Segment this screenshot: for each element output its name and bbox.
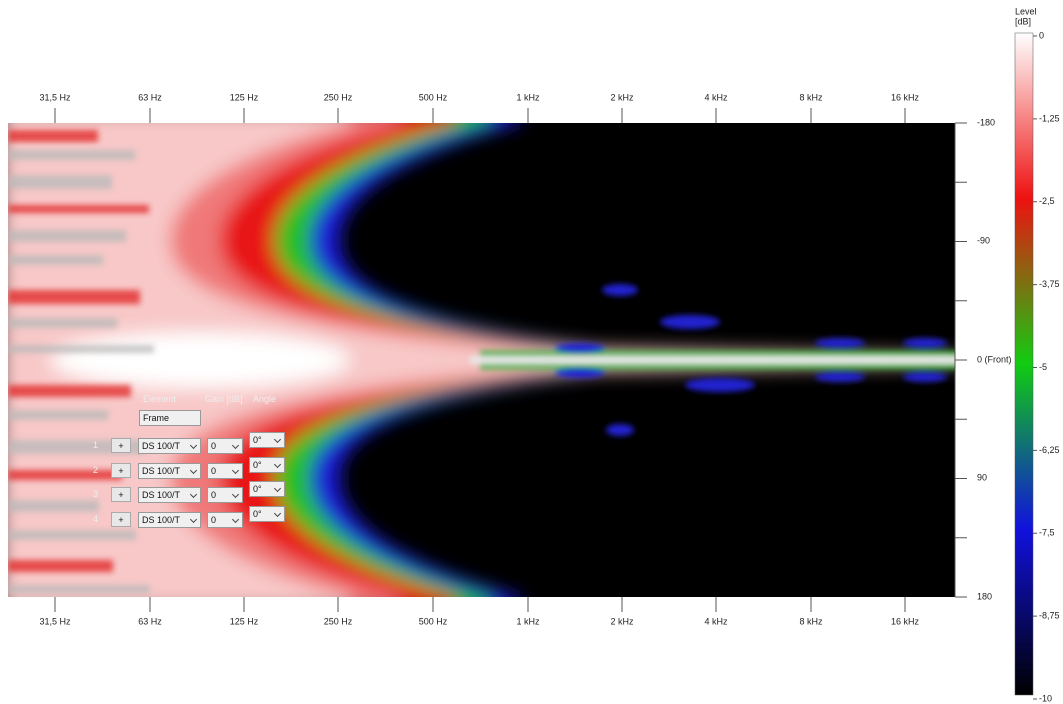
side-lobe xyxy=(815,338,865,348)
axes: 31,5 Hz 31,5 Hz 63 Hz 63 Hz 125 Hz 125 Hz 250 … xyxy=(39,30,1059,703)
x-axis-label: 8 kHz xyxy=(799,92,823,102)
noise-band xyxy=(8,345,154,353)
side-lobe xyxy=(903,338,947,348)
side-lobe xyxy=(685,378,755,392)
heat-core xyxy=(50,332,350,388)
x-axis-label: 2 kHz xyxy=(610,616,634,626)
noise-band xyxy=(8,530,136,540)
colorbar-label: -5 xyxy=(1039,362,1047,372)
column-header: Gain [dB] xyxy=(205,394,243,404)
y-axis-label: 180 xyxy=(977,591,992,601)
side-lobe xyxy=(602,284,638,296)
x-axis-label: 2 kHz xyxy=(610,92,634,102)
x-axis-label: 500 Hz xyxy=(419,616,448,626)
gain-select[interactable]: 0 xyxy=(207,487,243,504)
y-axis-label: -90 xyxy=(977,235,990,245)
x-axis-label: 63 Hz xyxy=(138,616,162,626)
column-header: Angle xyxy=(253,394,277,404)
element-select[interactable]: DS 100/T xyxy=(138,487,201,504)
x-axis-label: 8 kHz xyxy=(799,616,823,626)
gain-select[interactable]: 0 xyxy=(207,512,243,529)
colorbar xyxy=(1014,32,1034,696)
noise-band xyxy=(8,230,126,242)
element-select[interactable]: DS 100/T xyxy=(138,438,201,454)
angle-select[interactable]: 0° xyxy=(249,456,285,473)
angle-select[interactable]: 0° xyxy=(249,481,285,498)
colorbar-label: -1,25 xyxy=(1039,113,1060,123)
frame-field[interactable]: Frame xyxy=(139,410,201,426)
element-select[interactable]: DS 100/T xyxy=(138,462,201,479)
colorbar-label: 0 xyxy=(1039,30,1044,40)
y-axis-label: 90 xyxy=(977,472,987,482)
heatmap xyxy=(8,123,955,597)
noise-band xyxy=(8,470,122,480)
noise-band xyxy=(8,318,117,328)
noise-band xyxy=(8,150,135,160)
noise-band xyxy=(8,255,103,265)
x-axis-label: 250 Hz xyxy=(324,92,353,102)
colorbar-label: -6,25 xyxy=(1039,445,1060,455)
add-button[interactable]: + xyxy=(111,512,131,528)
column-header: Element xyxy=(143,394,177,404)
noise-band xyxy=(8,130,98,142)
colorbar-label: -2,5 xyxy=(1039,196,1055,206)
row-index: 4 xyxy=(93,514,99,525)
add-button[interactable]: + xyxy=(111,462,131,478)
noise-band xyxy=(8,585,150,593)
x-axis-label: 500 Hz xyxy=(419,92,448,102)
x-axis-label: 16 kHz xyxy=(891,92,920,102)
x-axis-label: 31,5 Hz xyxy=(39,616,71,626)
angle-select[interactable]: 0° xyxy=(249,506,285,523)
colorbar-label: -8,75 xyxy=(1039,611,1060,621)
row-index: 2 xyxy=(93,464,99,475)
side-lobe xyxy=(555,368,605,378)
x-axis-label: 250 Hz xyxy=(324,616,353,626)
noise-band xyxy=(8,205,149,213)
noise-band xyxy=(8,560,113,572)
x-axis-label: 16 kHz xyxy=(891,616,920,626)
side-lobe xyxy=(903,372,947,382)
noise-band xyxy=(8,410,108,420)
element-select[interactable]: DS 100/T xyxy=(138,512,201,529)
x-axis-label: 4 kHz xyxy=(704,92,728,102)
noise-band xyxy=(8,440,145,454)
colorbar-label: -3,75 xyxy=(1039,279,1060,289)
gain-select[interactable]: 0 xyxy=(207,438,243,454)
colorbar-title: [dB] xyxy=(1015,16,1031,26)
angle-select[interactable]: 0° xyxy=(249,432,285,448)
side-lobe xyxy=(606,424,634,436)
colorbar-label: -7,5 xyxy=(1039,528,1055,538)
noise-band xyxy=(8,175,112,189)
beam-core xyxy=(470,356,955,364)
x-axis-label: 1 kHz xyxy=(516,92,540,102)
colorbar-title: Level xyxy=(1015,6,1037,16)
side-lobe xyxy=(815,372,865,382)
y-axis-label: 0 (Front) xyxy=(977,354,1012,364)
x-axis-label: 31,5 Hz xyxy=(39,92,71,102)
row-index: 3 xyxy=(93,489,99,500)
x-axis-label: 63 Hz xyxy=(138,92,162,102)
y-axis-label: -180 xyxy=(977,117,995,127)
side-lobe xyxy=(555,343,605,353)
heat-detail xyxy=(8,130,955,593)
add-button[interactable]: + xyxy=(111,487,131,503)
add-button[interactable]: + xyxy=(111,438,131,453)
noise-band xyxy=(8,500,99,512)
gain-select[interactable]: 0 xyxy=(207,462,243,479)
noise-band xyxy=(8,290,140,304)
x-axis-label: 125 Hz xyxy=(230,92,259,102)
x-axis-label: 4 kHz xyxy=(704,616,728,626)
noise-band xyxy=(8,385,131,397)
x-axis-label: 125 Hz xyxy=(230,616,259,626)
x-axis-label: 1 kHz xyxy=(516,616,540,626)
colorbar-label: -10 xyxy=(1039,693,1052,703)
row-index: 1 xyxy=(93,440,99,450)
side-lobe xyxy=(660,315,720,329)
